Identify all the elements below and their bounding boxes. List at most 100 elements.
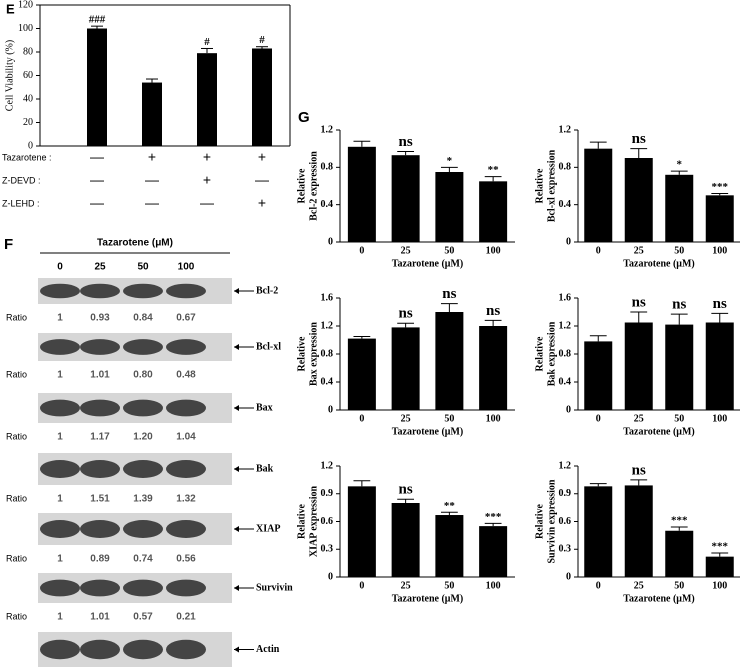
significance-label: #	[204, 36, 210, 48]
arrow-head	[234, 405, 239, 411]
ratio-value: 1.39	[133, 494, 153, 505]
blot-band	[123, 460, 163, 478]
x-tick-label: 0	[359, 245, 364, 256]
bar	[624, 485, 653, 577]
ratio-value: 1	[57, 432, 63, 443]
arrow-head	[234, 288, 239, 294]
x-axis-label: Tazarotene (μM)	[623, 258, 694, 269]
x-tick-label: 25	[401, 245, 411, 256]
x-tick-label: 0	[359, 580, 364, 591]
bar	[435, 312, 464, 410]
x-axis-label: Tazarotene (μM)	[392, 593, 463, 604]
ratio-value: 1.04	[176, 432, 196, 443]
blot-band	[123, 520, 163, 538]
ratio-value: 0.80	[133, 370, 153, 381]
bar	[665, 530, 694, 577]
y-tick-label: 0	[328, 571, 333, 582]
ratio-value: 1.32	[176, 494, 196, 505]
y-tick-label: 1.2	[559, 460, 572, 471]
arrow-head	[234, 344, 239, 350]
y-tick-label: 1.2	[321, 124, 334, 135]
lane-label: 0	[57, 262, 63, 273]
ratio-value: 1.01	[90, 370, 110, 381]
blot-band	[40, 283, 80, 299]
significance-label: #	[259, 34, 265, 46]
y-tick-label: 0	[328, 404, 333, 415]
ratio-value: 0.21	[176, 612, 196, 623]
protein-label: Bak	[256, 463, 274, 474]
y-tick-label: 1.2	[559, 124, 572, 135]
protein-label: Bcl-2	[256, 285, 278, 296]
ratio-value: 0.93	[90, 313, 110, 324]
x-axis-label: Tazarotene (μM)	[392, 426, 463, 437]
significance-label: ***	[712, 181, 729, 193]
bar	[705, 556, 734, 577]
lane-label: 100	[178, 262, 195, 273]
ratio-value: 1	[57, 612, 63, 623]
blot-header: Tazarotene (μM)	[97, 238, 173, 249]
y-tick-label: 0.3	[321, 544, 334, 555]
y-tick-label: 0.8	[321, 348, 334, 359]
y-tick-label: 0.8	[321, 162, 334, 173]
blot-band	[80, 579, 120, 597]
blot-band	[123, 339, 163, 355]
blot-band	[166, 460, 206, 478]
ratio-value: 0.89	[90, 554, 110, 565]
bar	[142, 82, 162, 146]
protein-label: Survivin	[256, 582, 293, 593]
y-tick-label: 0.3	[559, 544, 572, 555]
ratio-value: 1	[57, 313, 63, 324]
arrow-head	[234, 646, 239, 653]
x-tick-label: 25	[634, 580, 644, 591]
bar	[479, 181, 508, 242]
ratio-label: Ratio	[6, 431, 27, 441]
y-tick-label: 1.6	[321, 292, 334, 303]
blot-band	[123, 283, 163, 299]
ratio-value: 0.74	[133, 554, 153, 565]
x-tick-label: 100	[712, 245, 727, 256]
significance-label: **	[488, 164, 500, 176]
ratio-value: 1	[57, 554, 63, 565]
blot-band	[80, 283, 120, 299]
ratio-value: 1.20	[133, 432, 153, 443]
bar	[347, 146, 376, 242]
bar	[665, 324, 694, 410]
x-tick-label: 0	[596, 580, 601, 591]
blot-band	[80, 639, 120, 660]
blot-band	[80, 520, 120, 538]
protein-label: Bcl-xl	[256, 341, 281, 352]
protein-label: Actin	[256, 644, 280, 655]
treatment-mark: +	[148, 149, 156, 165]
ratio-label: Ratio	[6, 312, 27, 322]
significance-label: **	[444, 500, 456, 512]
y-tick-label: 20	[23, 117, 33, 128]
bar	[624, 322, 653, 410]
significance-label: ns	[713, 296, 727, 312]
y-tick-label: 60	[23, 70, 33, 81]
y-axis-label: Survivin expression	[546, 479, 557, 563]
y-axis-label: Relative	[534, 336, 545, 372]
treatment-mark: +	[203, 172, 211, 188]
y-axis-label: Bak expression	[546, 321, 557, 386]
x-tick-label: 50	[674, 413, 684, 424]
y-axis-label: Relative	[534, 503, 545, 539]
y-axis-label: Relative	[296, 503, 307, 539]
y-axis-label: Relative	[534, 168, 545, 204]
y-axis-label: Bax expression	[308, 322, 319, 386]
arrow-head	[234, 526, 239, 532]
ratio-value: 0.57	[133, 612, 153, 623]
x-tick-label: 100	[486, 580, 501, 591]
blot-band	[166, 339, 206, 355]
treatment-mark: —	[145, 195, 159, 211]
bar	[391, 503, 420, 577]
y-tick-label: 120	[18, 0, 33, 10]
y-tick-label: 0	[566, 236, 571, 247]
x-axis-label: Tazarotene (μM)	[392, 258, 463, 269]
y-tick-label: 40	[23, 93, 33, 104]
y-tick-label: 0	[28, 140, 33, 151]
bar	[197, 53, 217, 146]
y-axis-label: Bcl-xl expression	[546, 149, 557, 222]
treatment-mark: +	[258, 195, 266, 211]
x-tick-label: 100	[486, 413, 501, 424]
